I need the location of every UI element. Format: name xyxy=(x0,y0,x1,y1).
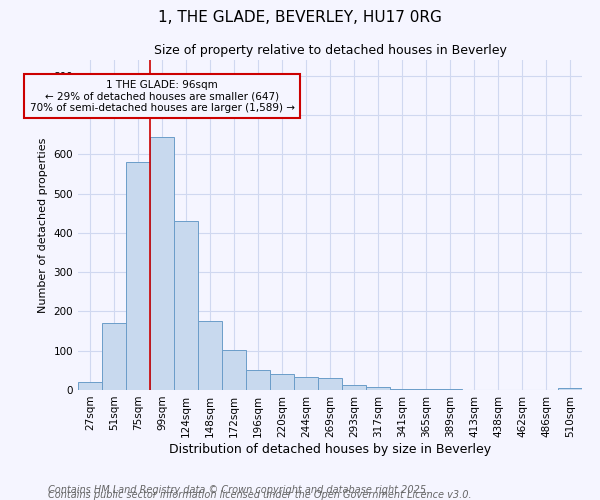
Bar xyxy=(150,136,174,390)
Bar xyxy=(246,370,270,390)
Bar xyxy=(78,382,102,390)
Bar xyxy=(102,323,126,390)
Bar xyxy=(438,389,462,390)
Bar xyxy=(126,162,150,390)
Bar xyxy=(414,389,438,390)
Bar xyxy=(222,350,246,390)
Bar xyxy=(558,388,582,390)
Bar xyxy=(174,221,198,390)
Text: Contains public sector information licensed under the Open Government Licence v3: Contains public sector information licen… xyxy=(48,490,472,500)
Title: Size of property relative to detached houses in Beverley: Size of property relative to detached ho… xyxy=(154,44,506,58)
Text: 1 THE GLADE: 96sqm
← 29% of detached houses are smaller (647)
70% of semi-detach: 1 THE GLADE: 96sqm ← 29% of detached hou… xyxy=(29,80,295,113)
X-axis label: Distribution of detached houses by size in Beverley: Distribution of detached houses by size … xyxy=(169,442,491,456)
Bar xyxy=(390,389,414,390)
Bar xyxy=(366,387,390,390)
Y-axis label: Number of detached properties: Number of detached properties xyxy=(38,138,48,312)
Bar xyxy=(198,322,222,390)
Bar xyxy=(318,378,342,390)
Bar xyxy=(270,374,294,390)
Bar xyxy=(342,385,366,390)
Text: Contains HM Land Registry data © Crown copyright and database right 2025.: Contains HM Land Registry data © Crown c… xyxy=(48,485,429,495)
Text: 1, THE GLADE, BEVERLEY, HU17 0RG: 1, THE GLADE, BEVERLEY, HU17 0RG xyxy=(158,10,442,25)
Bar xyxy=(294,377,318,390)
